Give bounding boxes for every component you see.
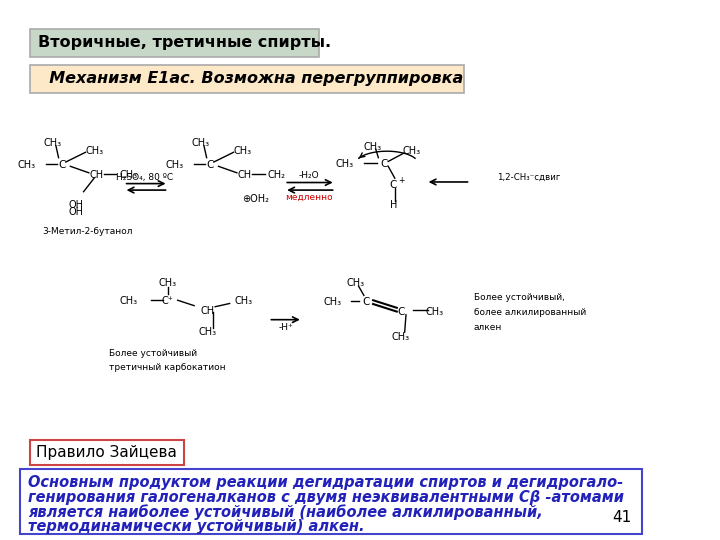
Text: CH₃: CH₃	[158, 279, 177, 288]
Text: -H₂O: -H₂O	[299, 171, 320, 180]
Text: CH₃: CH₃	[192, 138, 210, 148]
Text: генирования галогеналканов с двумя неэквивалентными Cβ -атомами: генирования галогеналканов с двумя неэкв…	[28, 490, 624, 505]
Text: C: C	[363, 298, 370, 307]
Text: H: H	[390, 200, 397, 210]
Text: CH₃: CH₃	[403, 146, 421, 156]
Text: +: +	[398, 176, 405, 185]
Text: C: C	[380, 159, 387, 169]
Text: CH₃: CH₃	[44, 138, 62, 148]
Text: OH: OH	[68, 207, 84, 217]
Text: CH₃: CH₃	[85, 146, 103, 156]
Text: Вторичные, третичные спирты.: Вторичные, третичные спирты.	[37, 35, 330, 50]
Text: CH₃: CH₃	[120, 171, 138, 180]
Text: 3-Метил-2-бутанол: 3-Метил-2-бутанол	[42, 227, 133, 235]
Text: C: C	[390, 180, 397, 190]
Text: CH₃: CH₃	[426, 307, 444, 316]
Text: медленно: медленно	[285, 193, 333, 201]
Text: CH₃: CH₃	[166, 160, 184, 170]
Text: Более устойчивый,: Более устойчивый,	[474, 293, 564, 301]
Text: C⁺: C⁺	[162, 296, 174, 306]
Text: C: C	[397, 307, 405, 316]
Text: H₂SO₄, 80 ºC: H₂SO₄, 80 ºC	[116, 173, 174, 181]
Text: CH₃: CH₃	[120, 296, 138, 306]
Text: -H⁺: -H⁺	[278, 323, 293, 332]
Text: CH: CH	[90, 171, 104, 180]
Text: CH₃: CH₃	[335, 159, 354, 169]
Text: 41: 41	[613, 510, 631, 525]
Text: термодинамически устойчивый) алкен.: термодинамически устойчивый) алкен.	[28, 519, 365, 534]
Text: Механизм Е1ас. Возможна перегруппировка: Механизм Е1ас. Возможна перегруппировка	[37, 71, 463, 86]
FancyBboxPatch shape	[30, 65, 464, 93]
FancyBboxPatch shape	[30, 440, 184, 465]
Text: 1,2-CH₃⁻сдвиг: 1,2-CH₃⁻сдвиг	[497, 173, 560, 181]
Text: Более устойчивый: Более устойчивый	[109, 349, 197, 358]
Text: третичный карбокатион: третичный карбокатион	[109, 363, 225, 372]
Text: CH₃: CH₃	[364, 142, 382, 152]
FancyBboxPatch shape	[19, 469, 642, 534]
FancyBboxPatch shape	[30, 29, 319, 57]
Text: Основным продуктом реакции дегидратации спиртов и дегидрогало-: Основным продуктом реакции дегидратации …	[28, 475, 624, 490]
Text: CH: CH	[200, 306, 215, 315]
Text: C: C	[207, 160, 215, 170]
Text: более алкилированный: более алкилированный	[474, 308, 586, 316]
Text: Правило Зайцева: Правило Зайцева	[37, 445, 177, 460]
Text: CH₃: CH₃	[323, 298, 341, 307]
Text: OH: OH	[68, 200, 84, 210]
Text: алкен: алкен	[474, 323, 502, 332]
Text: CH₂: CH₂	[267, 171, 285, 180]
Text: CH: CH	[238, 171, 252, 180]
Text: является наиболее устойчивый (наиболее алкилированный,: является наиболее устойчивый (наиболее а…	[28, 504, 543, 520]
Text: CH₃: CH₃	[391, 333, 409, 342]
Text: CH₃: CH₃	[233, 146, 251, 156]
Text: CH₃: CH₃	[198, 327, 216, 337]
Text: ⊕OH₂: ⊕OH₂	[242, 194, 269, 204]
Text: C: C	[59, 160, 66, 170]
Text: CH₃: CH₃	[235, 296, 253, 306]
Text: CH₃: CH₃	[346, 279, 364, 288]
Text: CH₃: CH₃	[17, 160, 35, 170]
